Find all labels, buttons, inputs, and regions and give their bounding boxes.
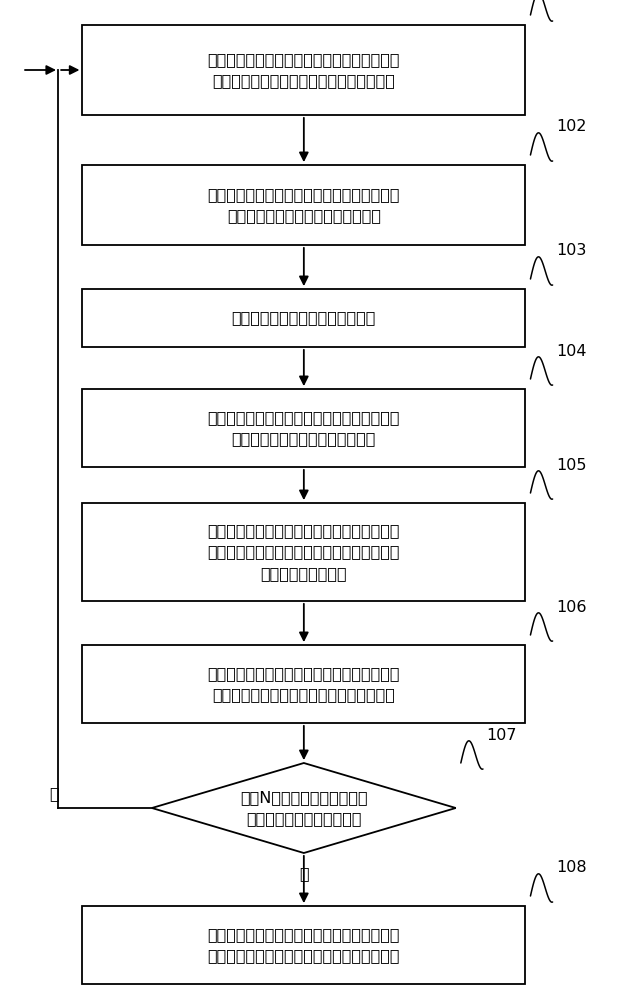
Text: 对每个网格单元中仿真分子的热力学状态参数
进行统计计算，得到进气道前缘激波的温度场: 对每个网格单元中仿真分子的热力学状态参数 进行统计计算，得到进气道前缘激波的温度…: [208, 927, 400, 963]
Text: 是: 是: [299, 866, 309, 882]
FancyBboxPatch shape: [82, 289, 525, 347]
Text: 107: 107: [486, 728, 517, 742]
Text: 108: 108: [556, 860, 586, 876]
FancyBboxPatch shape: [82, 25, 525, 115]
Text: 确定碰撞前分子能量分布，确定碰撞时分子能
量松弛过程，依据分子内能传递模型确定分子
碰撞后内能的再分配: 确定碰撞前分子能量分布，确定碰撞时分子能 量松弛过程，依据分子内能传递模型确定分…: [208, 523, 400, 581]
Text: 否: 否: [49, 786, 59, 802]
Text: 106: 106: [556, 599, 586, 614]
FancyBboxPatch shape: [82, 645, 525, 723]
FancyBboxPatch shape: [82, 389, 525, 467]
Text: 选择非时间计数器方法对分子碰撞对进行抽样
，分子碰撞模型选择硬球碰撞模型: 选择非时间计数器方法对分子碰撞对进行抽样 ，分子碰撞模型选择硬球碰撞模型: [208, 410, 400, 446]
Text: 105: 105: [556, 458, 586, 473]
Text: 按照网格序号对仿真分子进行排序: 按照网格序号对仿真分子进行排序: [232, 310, 376, 326]
Text: 104: 104: [556, 344, 586, 359]
FancyBboxPatch shape: [82, 906, 525, 984]
FancyBboxPatch shape: [82, 503, 525, 601]
Polygon shape: [152, 763, 456, 853]
FancyBboxPatch shape: [82, 165, 525, 245]
Text: 对抽样出的分子碰撞对发生的化学反应进行模
拟，获得各个分子碰撞对的热力学状态参数: 对抽样出的分子碰撞对发生的化学反应进行模 拟，获得各个分子碰撞对的热力学状态参数: [208, 666, 400, 702]
Text: 103: 103: [556, 243, 586, 258]
Text: 仿真分子在运动过程中与边界发生相互作用，
针对不同的边界采用不同的处理方法: 仿真分子在运动过程中与边界发生相互作用， 针对不同的边界采用不同的处理方法: [208, 187, 400, 223]
Text: 102: 102: [556, 119, 586, 134]
Text: 在经N个时间步长之后，判断
模拟时间是否达到抽样时间: 在经N个时间步长之后，判断 模拟时间是否达到抽样时间: [240, 790, 368, 826]
Text: 对进气道前缘激波仿真流场进行网格划分，仿
真分子以当前速度和方向进行匀速直线运动: 对进气道前缘激波仿真流场进行网格划分，仿 真分子以当前速度和方向进行匀速直线运动: [208, 52, 400, 88]
